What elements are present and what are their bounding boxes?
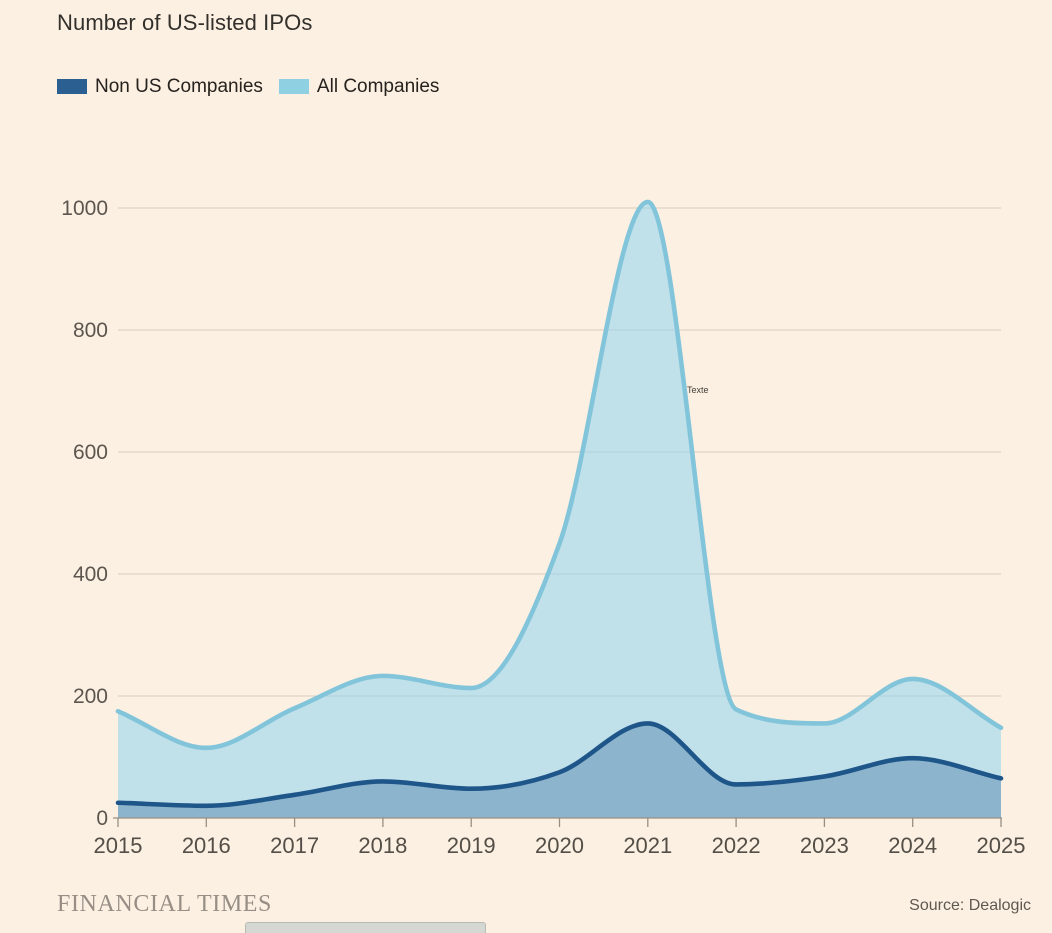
x-tick-label: 2025 (977, 833, 1026, 858)
area-non-us-companies (118, 723, 1001, 818)
legend-label-non-us: Non US Companies (95, 75, 263, 97)
x-tick-label: 2022 (712, 833, 761, 858)
y-tick-label: 1000 (61, 197, 108, 220)
chart-title: Number of US-listed IPOs (57, 10, 313, 35)
y-tick-label: 600 (73, 441, 108, 464)
source-label: Source: Dealogic (909, 897, 1031, 914)
x-tick-label: 2024 (888, 833, 937, 858)
x-tick-label: 2016 (182, 833, 231, 858)
legend-item-all: All Companies (278, 75, 440, 97)
legend: Non US Companies All Companies (57, 76, 455, 96)
y-tick-label: 800 (73, 319, 108, 342)
x-tick-label: 2017 (270, 833, 319, 858)
y-tick-label: 0 (96, 807, 108, 830)
legend-item-non-us: Non US Companies (57, 77, 263, 96)
legend-label-all: All Companies (316, 75, 440, 97)
y-tick-label: 200 (73, 685, 108, 708)
x-tick-label: 2018 (358, 833, 407, 858)
legend-swatch-non-us (57, 78, 87, 94)
x-tick-label: 2020 (535, 833, 584, 858)
x-tick-label: 2021 (623, 833, 672, 858)
legend-swatch-all (278, 78, 309, 94)
x-tick-label: 2023 (800, 833, 849, 858)
ft-wordmark: FINANCIAL TIMES (57, 891, 273, 917)
y-tick-label: 400 (73, 563, 108, 586)
x-tick-label: 2019 (447, 833, 496, 858)
area-all-companies (118, 201, 1001, 818)
line-all-companies (115, 199, 1004, 751)
x-tick-label: 2015 (94, 833, 143, 858)
line-non-us-companies (115, 721, 1004, 809)
chart-annotation[interactable]: Texte (687, 385, 709, 395)
